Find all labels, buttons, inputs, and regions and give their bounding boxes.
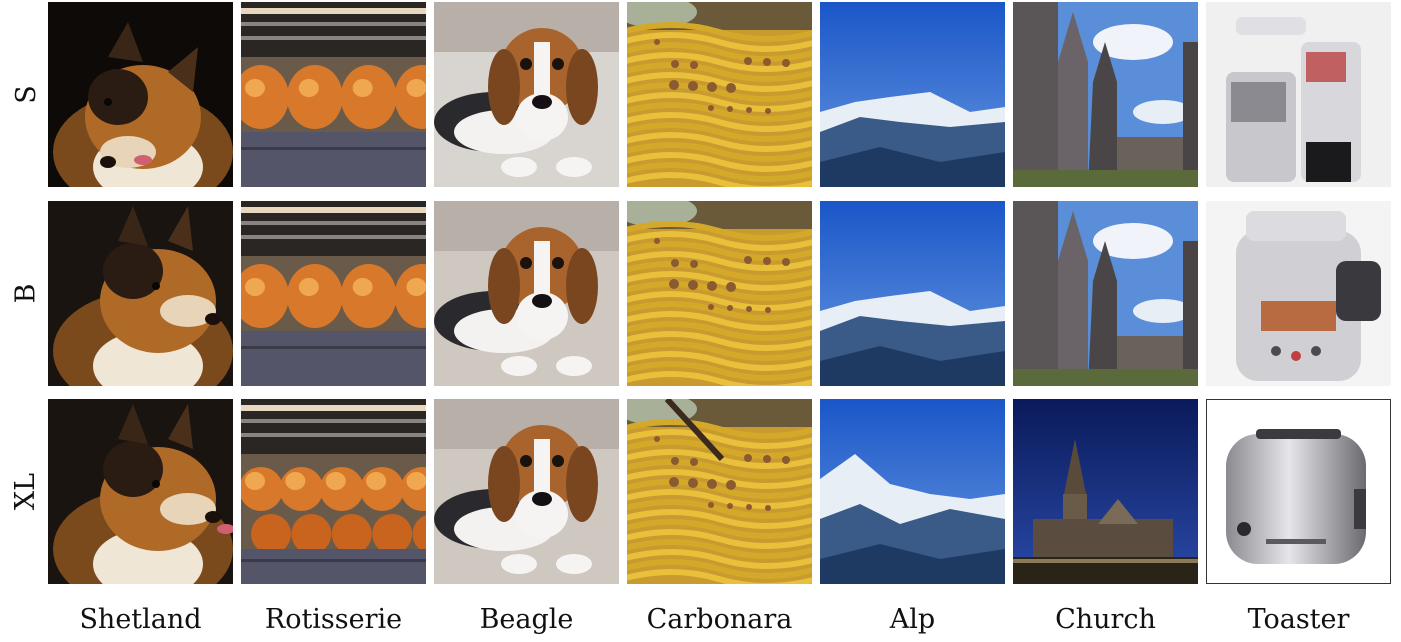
shetland-dog-sample-image [48,201,233,386]
church-illustration [1013,2,1198,187]
alp-sample-image [820,2,1005,187]
column-label: Church [1055,604,1156,635]
column-label: Beagle [479,604,574,635]
row-label-text: B [10,283,42,304]
carbonara-illustration [627,201,812,386]
carbonara-sample-image [627,399,812,584]
row-label: XL [6,399,46,584]
beagle-dog-sample-image [434,201,619,386]
rotisserie-illustration [241,2,426,187]
carbonara-sample-image [627,2,812,187]
beagle-dog-illustration [434,2,619,187]
shetland-dog-sample-image [48,2,233,187]
row-label: S [6,2,46,187]
rotisserie-sample-image [241,2,426,187]
column-label: Shetland [79,604,202,635]
toaster-illustration [1206,399,1391,584]
toaster-sample-image [1206,399,1391,584]
toaster-illustration [1206,2,1391,187]
rotisserie-illustration [241,201,426,386]
column-label: Rotisserie [264,604,403,635]
alp-sample-image [820,399,1005,584]
rotisserie-sample-image [241,399,426,584]
alp-illustration [820,201,1005,386]
carbonara-illustration [627,399,812,584]
rotisserie-illustration [241,399,426,584]
row-label-text: S [10,85,42,104]
church-illustration [1013,201,1198,386]
church-illustration [1013,399,1198,584]
alp-illustration [820,2,1005,187]
row-label: B [6,201,46,386]
column-label: Carbonara [646,604,793,635]
toaster-sample-image [1206,2,1391,187]
shetland-dog-illustration [48,399,233,584]
church-sample-image [1013,399,1198,584]
shetland-dog-illustration [48,2,233,187]
carbonara-sample-image [627,201,812,386]
alp-sample-image [820,201,1005,386]
beagle-dog-illustration [434,201,619,386]
beagle-dog-illustration [434,399,619,584]
row-label-text: XL [10,472,42,511]
church-sample-image [1013,2,1198,187]
shetland-dog-sample-image [48,399,233,584]
carbonara-illustration [627,2,812,187]
beagle-dog-sample-image [434,399,619,584]
shetland-dog-illustration [48,201,233,386]
beagle-dog-sample-image [434,2,619,187]
rotisserie-sample-image [241,201,426,386]
column-label: Toaster [1247,604,1350,635]
toaster-illustration [1206,201,1391,386]
column-label: Alp [889,604,936,635]
alp-illustration [820,399,1005,584]
church-sample-image [1013,201,1198,386]
toaster-sample-image [1206,201,1391,386]
